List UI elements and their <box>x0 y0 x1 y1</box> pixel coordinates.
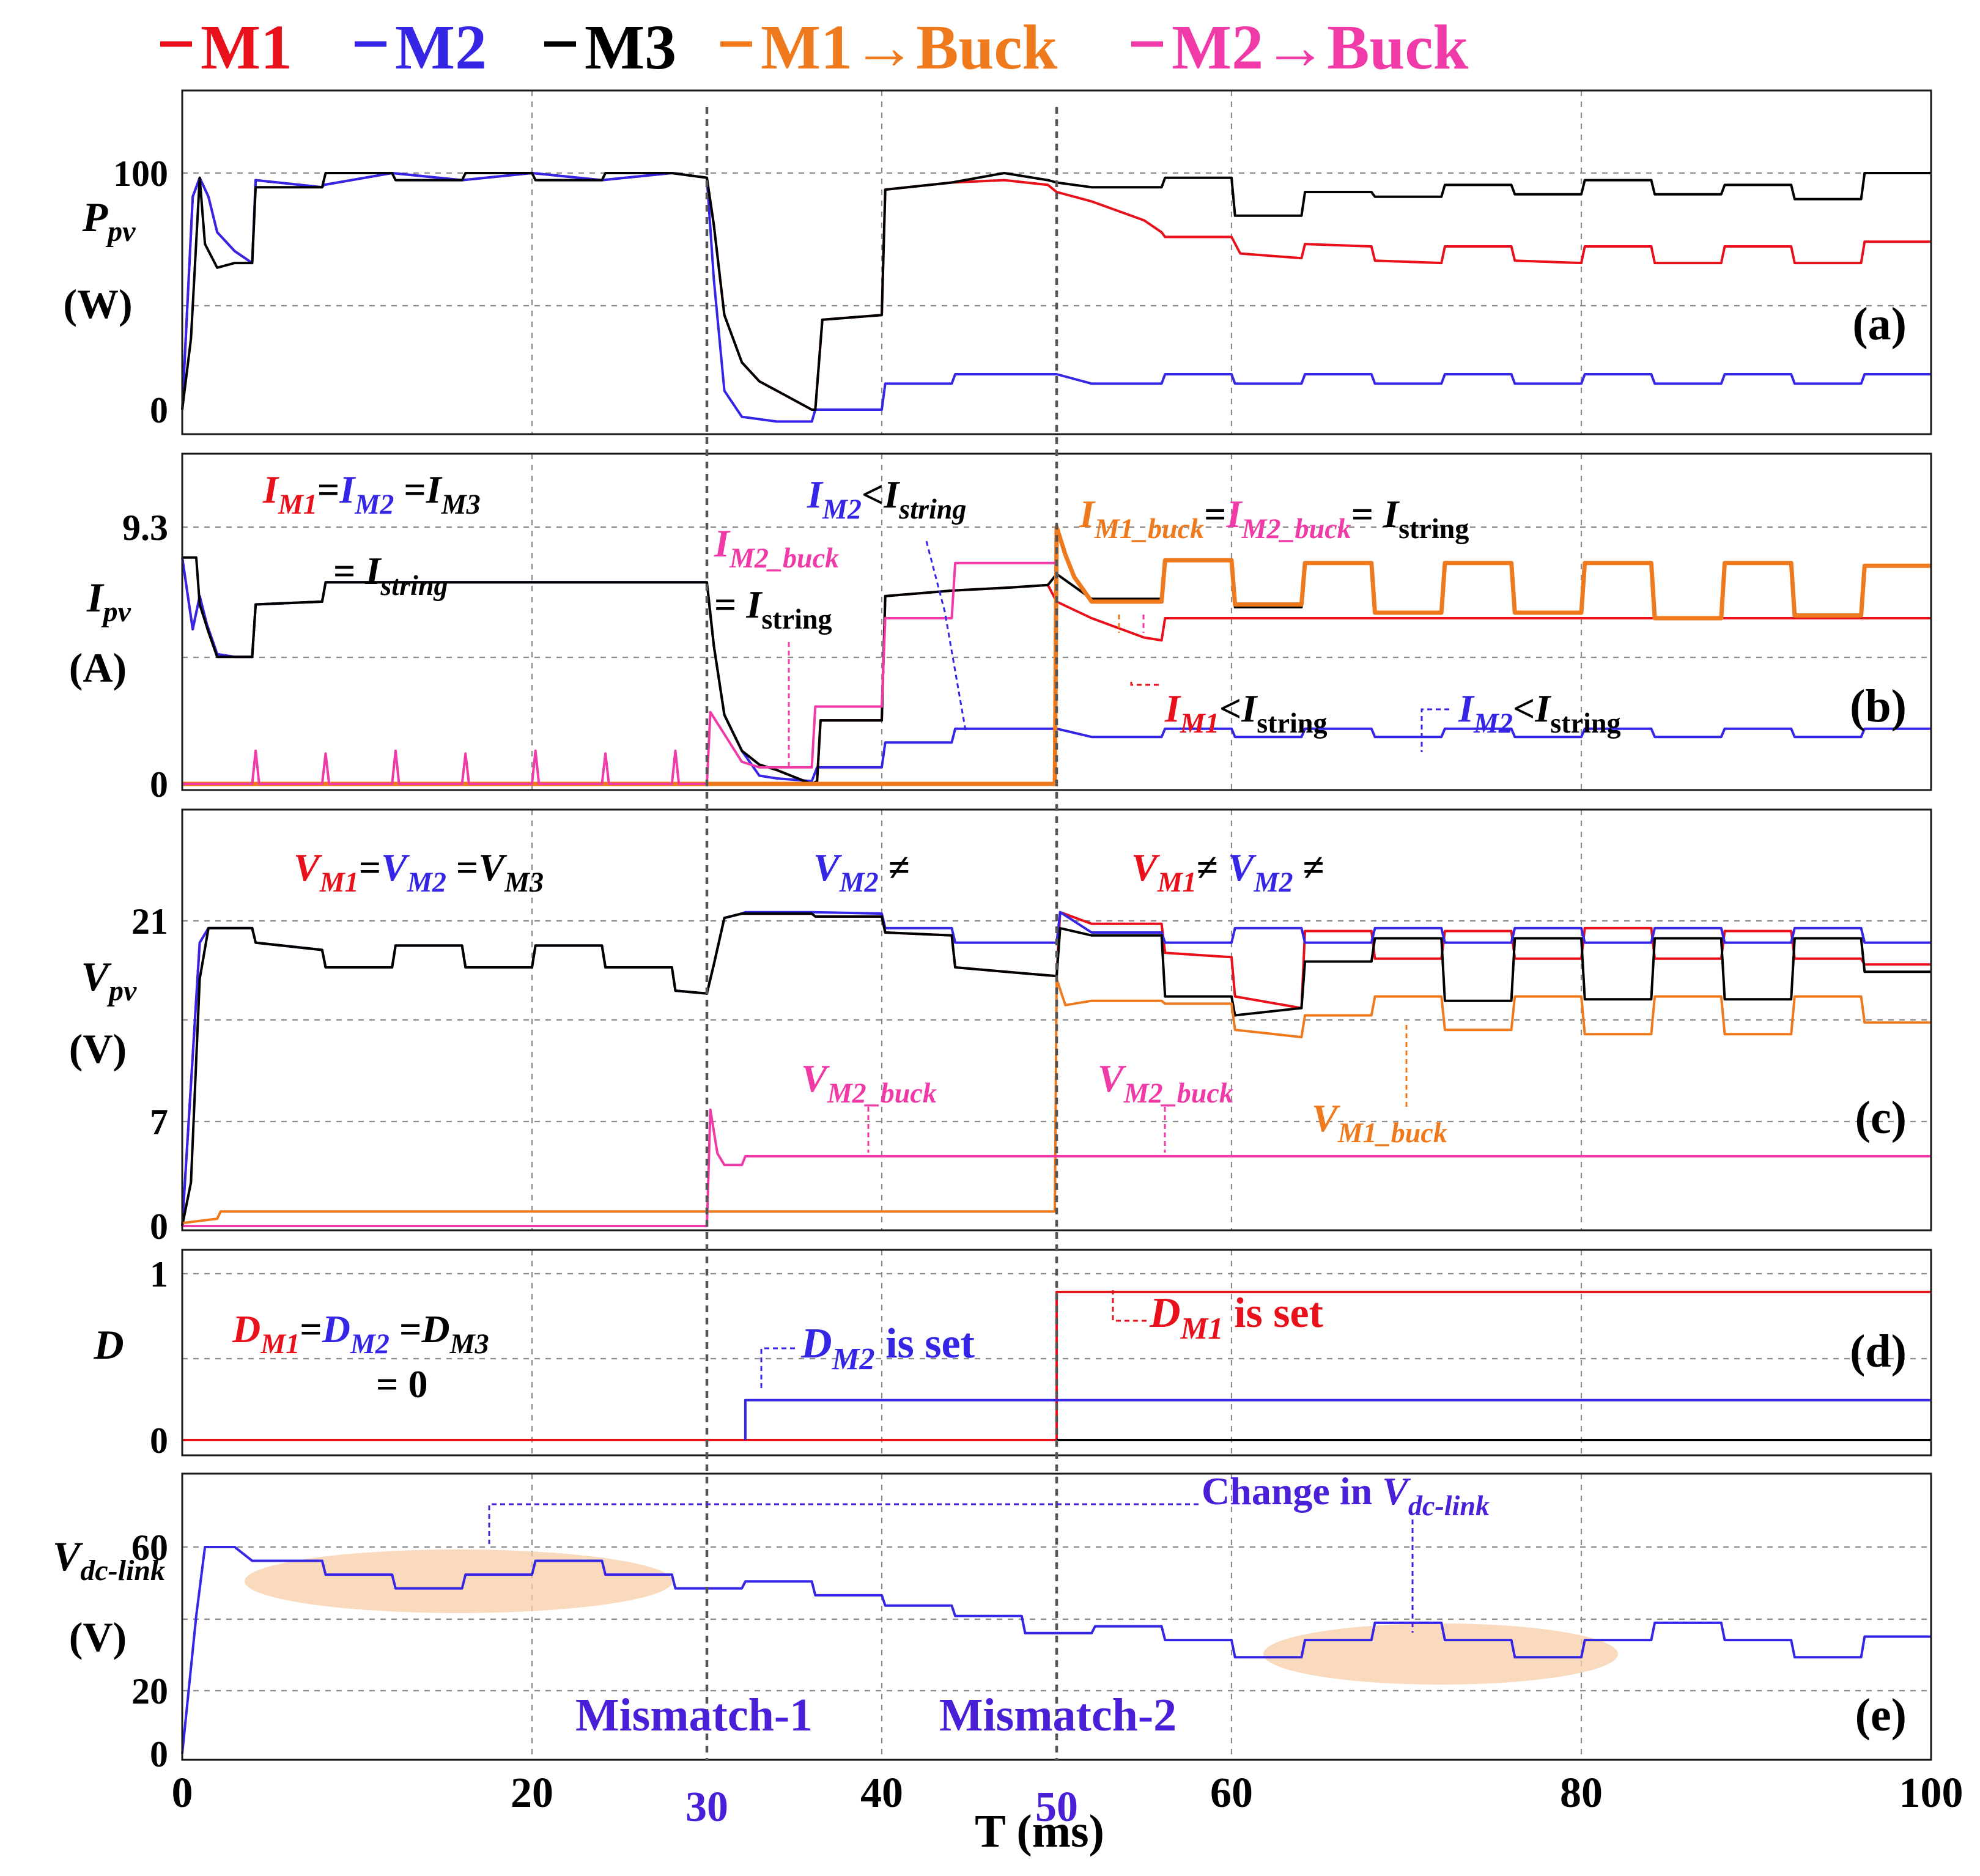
y-axis-label: D <box>93 1321 124 1368</box>
annotation-3-0: DM1=DM2 =DM3 <box>232 1307 489 1359</box>
series-m2-to-buck <box>182 561 1057 785</box>
annotation-2-5: VM1_buck <box>1312 1096 1447 1148</box>
ytick-label: 0 <box>150 764 168 805</box>
panel-id: (b) <box>1850 681 1907 732</box>
legend-label-2: M3 <box>585 12 676 83</box>
annotation-1-7: IM2<Istring <box>1458 687 1621 739</box>
series-m2-to-buck <box>182 1108 1931 1227</box>
legend-label-4: M2→Buck <box>1172 12 1469 83</box>
y-axis-label: Vpv <box>81 953 137 1007</box>
annotations: IM1=IM2 =IM3= IstringIM2<IstringIM2_buck… <box>232 468 1621 1633</box>
panel-0: 100 0 Ppv (W) (a) <box>63 89 1932 435</box>
legend-label-1: M2 <box>395 12 487 83</box>
series-m3 <box>181 172 1931 411</box>
annotation-1-5: IM1_buck=IM2_buck= Istring <box>1079 492 1469 544</box>
series-vdc-link <box>181 1546 1931 1754</box>
panel-frame <box>181 89 1932 435</box>
ytick-label: 0 <box>150 1420 168 1461</box>
legend-label-3: M1→Buck <box>761 12 1058 83</box>
panel-id: (d) <box>1850 1326 1907 1377</box>
annotation-3-2: DM2 is set <box>800 1320 975 1376</box>
y-axis-unit: (W) <box>63 281 132 327</box>
annotation-arrow-4 <box>1130 679 1159 686</box>
y-axis-label: Ppv <box>82 194 136 248</box>
annotation-1-0: IM1=IM2 =IM3 <box>262 468 481 520</box>
ytick-label: 60 <box>131 1527 168 1568</box>
ytick-label: 9.3 <box>122 508 168 548</box>
annotation-arrow-2 <box>925 541 967 734</box>
xtick-label: 30 <box>685 1784 728 1831</box>
panel-id: (a) <box>1852 298 1907 350</box>
y-axis-unit: (V) <box>69 1025 127 1072</box>
xtick-label: 20 <box>511 1770 553 1817</box>
panel-id: (c) <box>1855 1092 1907 1143</box>
annotation-2-0: VM1=VM2 =VM3 <box>294 846 544 898</box>
ytick-label: 100 <box>113 153 168 194</box>
ytick-label: 0 <box>150 1734 168 1774</box>
legend: M1 M2 M3 M1→Buck M2→Buck <box>160 12 1469 83</box>
ytick-label: 0 <box>150 1206 168 1247</box>
xtick-label: 40 <box>860 1770 903 1817</box>
ytick-label: 1 <box>150 1254 168 1294</box>
panel-1: 9.3 0 Ipv (A) (b) <box>69 452 1932 805</box>
annotation-1-2: IM2<Istring <box>807 473 966 525</box>
annotation-3-1: = 0 <box>376 1362 427 1406</box>
y-axis-unit: (A) <box>69 644 127 691</box>
x-axis-label: T (ms) <box>975 1806 1104 1857</box>
panel-id: (e) <box>1855 1690 1907 1741</box>
ytick-label: 20 <box>131 1671 168 1712</box>
x-axis: 0 20 30 40 50 60 80 100 T (ms) Mismatch-1 Mismatch… <box>172 1690 1963 1857</box>
event-label-1: Mismatch-2 <box>939 1690 1177 1741</box>
annotation-2-3: VM2_buck <box>801 1057 937 1109</box>
annotation-1-6: IM1<Istring <box>1164 687 1328 739</box>
series-m1 <box>182 1290 1931 1441</box>
annotation-arrow-11 <box>488 1503 1199 1544</box>
series-m3 <box>181 912 1931 1227</box>
xtick-label: 60 <box>1210 1770 1253 1817</box>
annotation-2-4: VM2_buck <box>1098 1057 1233 1109</box>
annotation-arrow-10 <box>1112 1290 1147 1322</box>
highlight-region-1 <box>245 1549 673 1613</box>
highlight-region-2 <box>1263 1623 1618 1685</box>
event-label-0: Mismatch-1 <box>575 1690 813 1741</box>
ytick-label: 0 <box>150 390 168 430</box>
annotation-2-1: VM2 ≠ <box>813 846 910 898</box>
xtick-label: 50 <box>1035 1784 1078 1831</box>
series-m1-to-buck <box>182 525 1931 786</box>
legend-label-0: M1 <box>201 12 292 83</box>
ytick-label: 7 <box>150 1102 168 1142</box>
panel-3: 1 0 D (d) <box>93 1249 1932 1461</box>
annotation-1-4: = Istring <box>714 583 832 635</box>
annotation-arrow-9 <box>760 1347 795 1391</box>
panel-2: 21 7 0 Vpv (V) (c) <box>69 808 1932 1247</box>
y-axis-label: Vdc-link <box>53 1533 165 1587</box>
annotation-2-2: VM1≠ VM2 ≠ <box>1131 846 1324 898</box>
xtick-label: 80 <box>1560 1770 1603 1817</box>
series-m2 <box>744 1398 1931 1440</box>
y-axis-label: Ipv <box>86 574 131 628</box>
annotation-1-3: IM2_buck <box>714 522 839 574</box>
xtick-label: 100 <box>1899 1770 1963 1817</box>
ytick-label: 21 <box>131 901 168 942</box>
annotation-4-0: Change in Vdc-link <box>1202 1469 1490 1521</box>
annotation-3-3: DM1 is set <box>1149 1290 1323 1346</box>
annotation-arrow-5 <box>1420 708 1449 752</box>
annotation-1-1: = Istring <box>333 549 448 601</box>
y-axis-unit: (V) <box>69 1614 127 1660</box>
xtick-label: 0 <box>172 1770 193 1817</box>
